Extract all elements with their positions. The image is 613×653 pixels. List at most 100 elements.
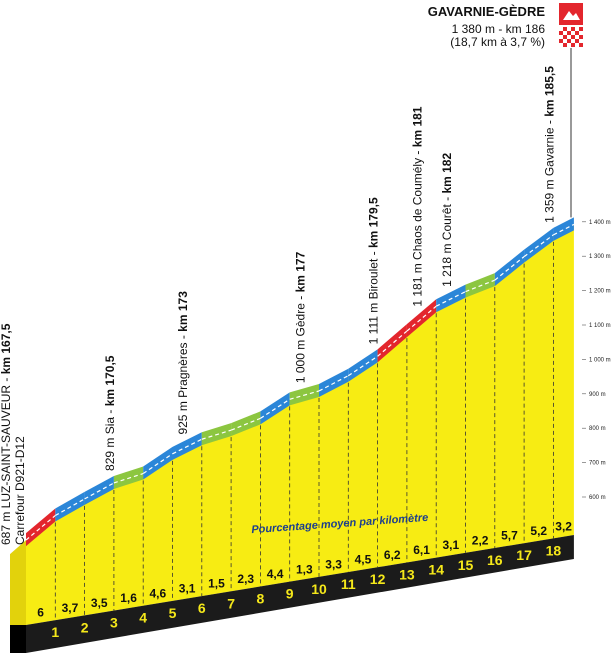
- km-number: 14: [428, 562, 444, 578]
- gradient-label: 2,3: [237, 572, 254, 586]
- waypoint-km: km 177: [293, 251, 307, 292]
- gradient-label: 4,5: [355, 553, 372, 567]
- gradient-segment: [524, 227, 554, 263]
- segment-center-dash: [230, 417, 261, 431]
- km-number: 17: [516, 547, 532, 563]
- gradient-segment: [377, 324, 407, 363]
- gradient-label: 4,6: [150, 586, 167, 600]
- waypoint-name: 829 m Sia -: [103, 406, 117, 471]
- summit-climb: (18,7 km à 3,7 %): [450, 35, 545, 49]
- km-number: 5: [169, 605, 177, 621]
- waypoint-label: 1 359 m Gavarnie - km 185,5: [542, 66, 556, 223]
- waypoint-name: 1 181 m Chaos de Coumély -: [411, 147, 425, 306]
- gradient-label: 4,4: [267, 567, 284, 581]
- base-band: [26, 535, 574, 653]
- waypoint-name: 1 218 m Courêt -: [440, 194, 454, 287]
- segment-center-dash: [435, 291, 466, 307]
- segment-center-dash: [55, 498, 85, 517]
- gradient-label: 5,7: [501, 529, 518, 543]
- gradient-label: 3,3: [325, 557, 342, 571]
- segment-center-dash: [113, 472, 144, 484]
- segment-center-dash: [172, 438, 203, 455]
- waypoint-km: km 185,5: [542, 66, 556, 117]
- waypoint-name: 687 m LUZ-SAINT-SAUVEUR -: [0, 374, 13, 545]
- waypoint-km: km 170,5: [103, 355, 117, 406]
- segment-center-dash: [201, 429, 232, 440]
- km-number: 8: [257, 590, 265, 606]
- km-number: 10: [311, 581, 327, 597]
- km-number: 16: [487, 552, 503, 568]
- waypoint-label: 925 m Pragnères - km 173: [176, 291, 190, 435]
- axis-tick-label: 1 000 m: [589, 357, 611, 363]
- waypoint-km: km 182: [440, 153, 454, 194]
- km-number: 15: [458, 557, 474, 573]
- gradient-segment: [406, 299, 437, 338]
- waypoint-name: 1 000 m Gèdre -: [293, 292, 307, 383]
- waypoint-km: km 181: [411, 106, 425, 147]
- gradient-segment: [553, 217, 574, 241]
- summit-flag: [559, 3, 583, 47]
- segment-center-dash: [465, 279, 496, 293]
- waypoint-label: 829 m Sia - km 170,5: [103, 355, 117, 471]
- axis-tick-label: 1 200 m: [589, 289, 611, 295]
- left-face: [10, 540, 26, 625]
- km-number: 4: [139, 610, 147, 626]
- waypoint-label: 1 000 m Gèdre - km 177: [293, 251, 307, 383]
- axis-tick-label: 1 100 m: [589, 323, 611, 329]
- base-left: [10, 625, 26, 653]
- waypoint-km: km 173: [176, 291, 190, 332]
- axis-tick-label: 800 m: [589, 426, 606, 432]
- segment-center-dash: [318, 375, 349, 392]
- gradient-label: 6,1: [413, 543, 430, 557]
- gradient-label: 3,1: [443, 538, 460, 552]
- ground: [10, 224, 574, 653]
- axis-tick-label: 600 m: [589, 495, 606, 501]
- waypoint-km: km 167,5: [0, 323, 13, 374]
- km-number: 9: [286, 586, 294, 602]
- gradient-label: 3,2: [555, 520, 572, 534]
- km-number: 11: [341, 576, 356, 592]
- gradient-label: 1,3: [296, 562, 313, 576]
- gradient-label: 3,1: [179, 582, 196, 596]
- segment-center-dash: [553, 223, 575, 236]
- gradient-label: 1,5: [208, 577, 225, 591]
- segment-center-dash: [289, 390, 320, 400]
- summit-name: GAVARNIE-GÈDRE: [428, 4, 546, 19]
- gradient-label: 5,2: [530, 524, 547, 538]
- waypoint-name: 1 111 m Biroulet -: [367, 248, 381, 344]
- summit-elevation: 1 380 m - km 186: [452, 22, 546, 36]
- segment-center-dash: [347, 355, 378, 377]
- gradient-segment: [494, 249, 525, 287]
- waypoint-label: 687 m LUZ-SAINT-SAUVEUR - km 167,5: [0, 323, 13, 545]
- gradient-label: 3,7: [62, 601, 79, 615]
- waypoint-name: 1 359 m Gavarnie -: [542, 117, 556, 223]
- km-number: 12: [370, 571, 386, 587]
- profile-layer: 613,723,531,644,653,161,572,384,491,3103…: [0, 48, 611, 640]
- waypoint-km: km 179,5: [367, 197, 381, 248]
- axis-tick-label: 900 m: [589, 392, 606, 398]
- km-number: 18: [546, 542, 562, 558]
- axis-tick-label: 1 300 m: [589, 254, 611, 260]
- waypoint-name: 925 m Pragnères -: [176, 332, 190, 435]
- km-number: 3: [110, 615, 118, 631]
- segment-center-dash: [494, 256, 525, 281]
- waypoint-label: 1 181 m Chaos de Coumély - km 181: [411, 106, 425, 306]
- segment-center-dash: [142, 453, 173, 475]
- segment-center-dash: [25, 515, 56, 541]
- gradient-label: 2,2: [472, 533, 489, 547]
- segment-center-dash: [84, 482, 115, 500]
- segment-center-dash: [260, 398, 291, 419]
- km-number: 13: [399, 566, 415, 582]
- segment-center-dash: [523, 234, 554, 258]
- axis-tick-label: 1 400 m: [589, 220, 611, 226]
- km-number: 7: [227, 595, 235, 611]
- km-number: 2: [81, 619, 89, 635]
- waypoint-note: Carrefour D921-D12: [13, 436, 27, 545]
- waypoint-label: 1 218 m Courêt - km 182: [440, 153, 454, 287]
- gradient-label: 6,2: [384, 548, 401, 562]
- gradient-label: 3,5: [91, 596, 108, 610]
- profile-body: [26, 224, 574, 625]
- km-number: 6: [198, 600, 206, 616]
- axis-tick-label: 700 m: [589, 461, 606, 467]
